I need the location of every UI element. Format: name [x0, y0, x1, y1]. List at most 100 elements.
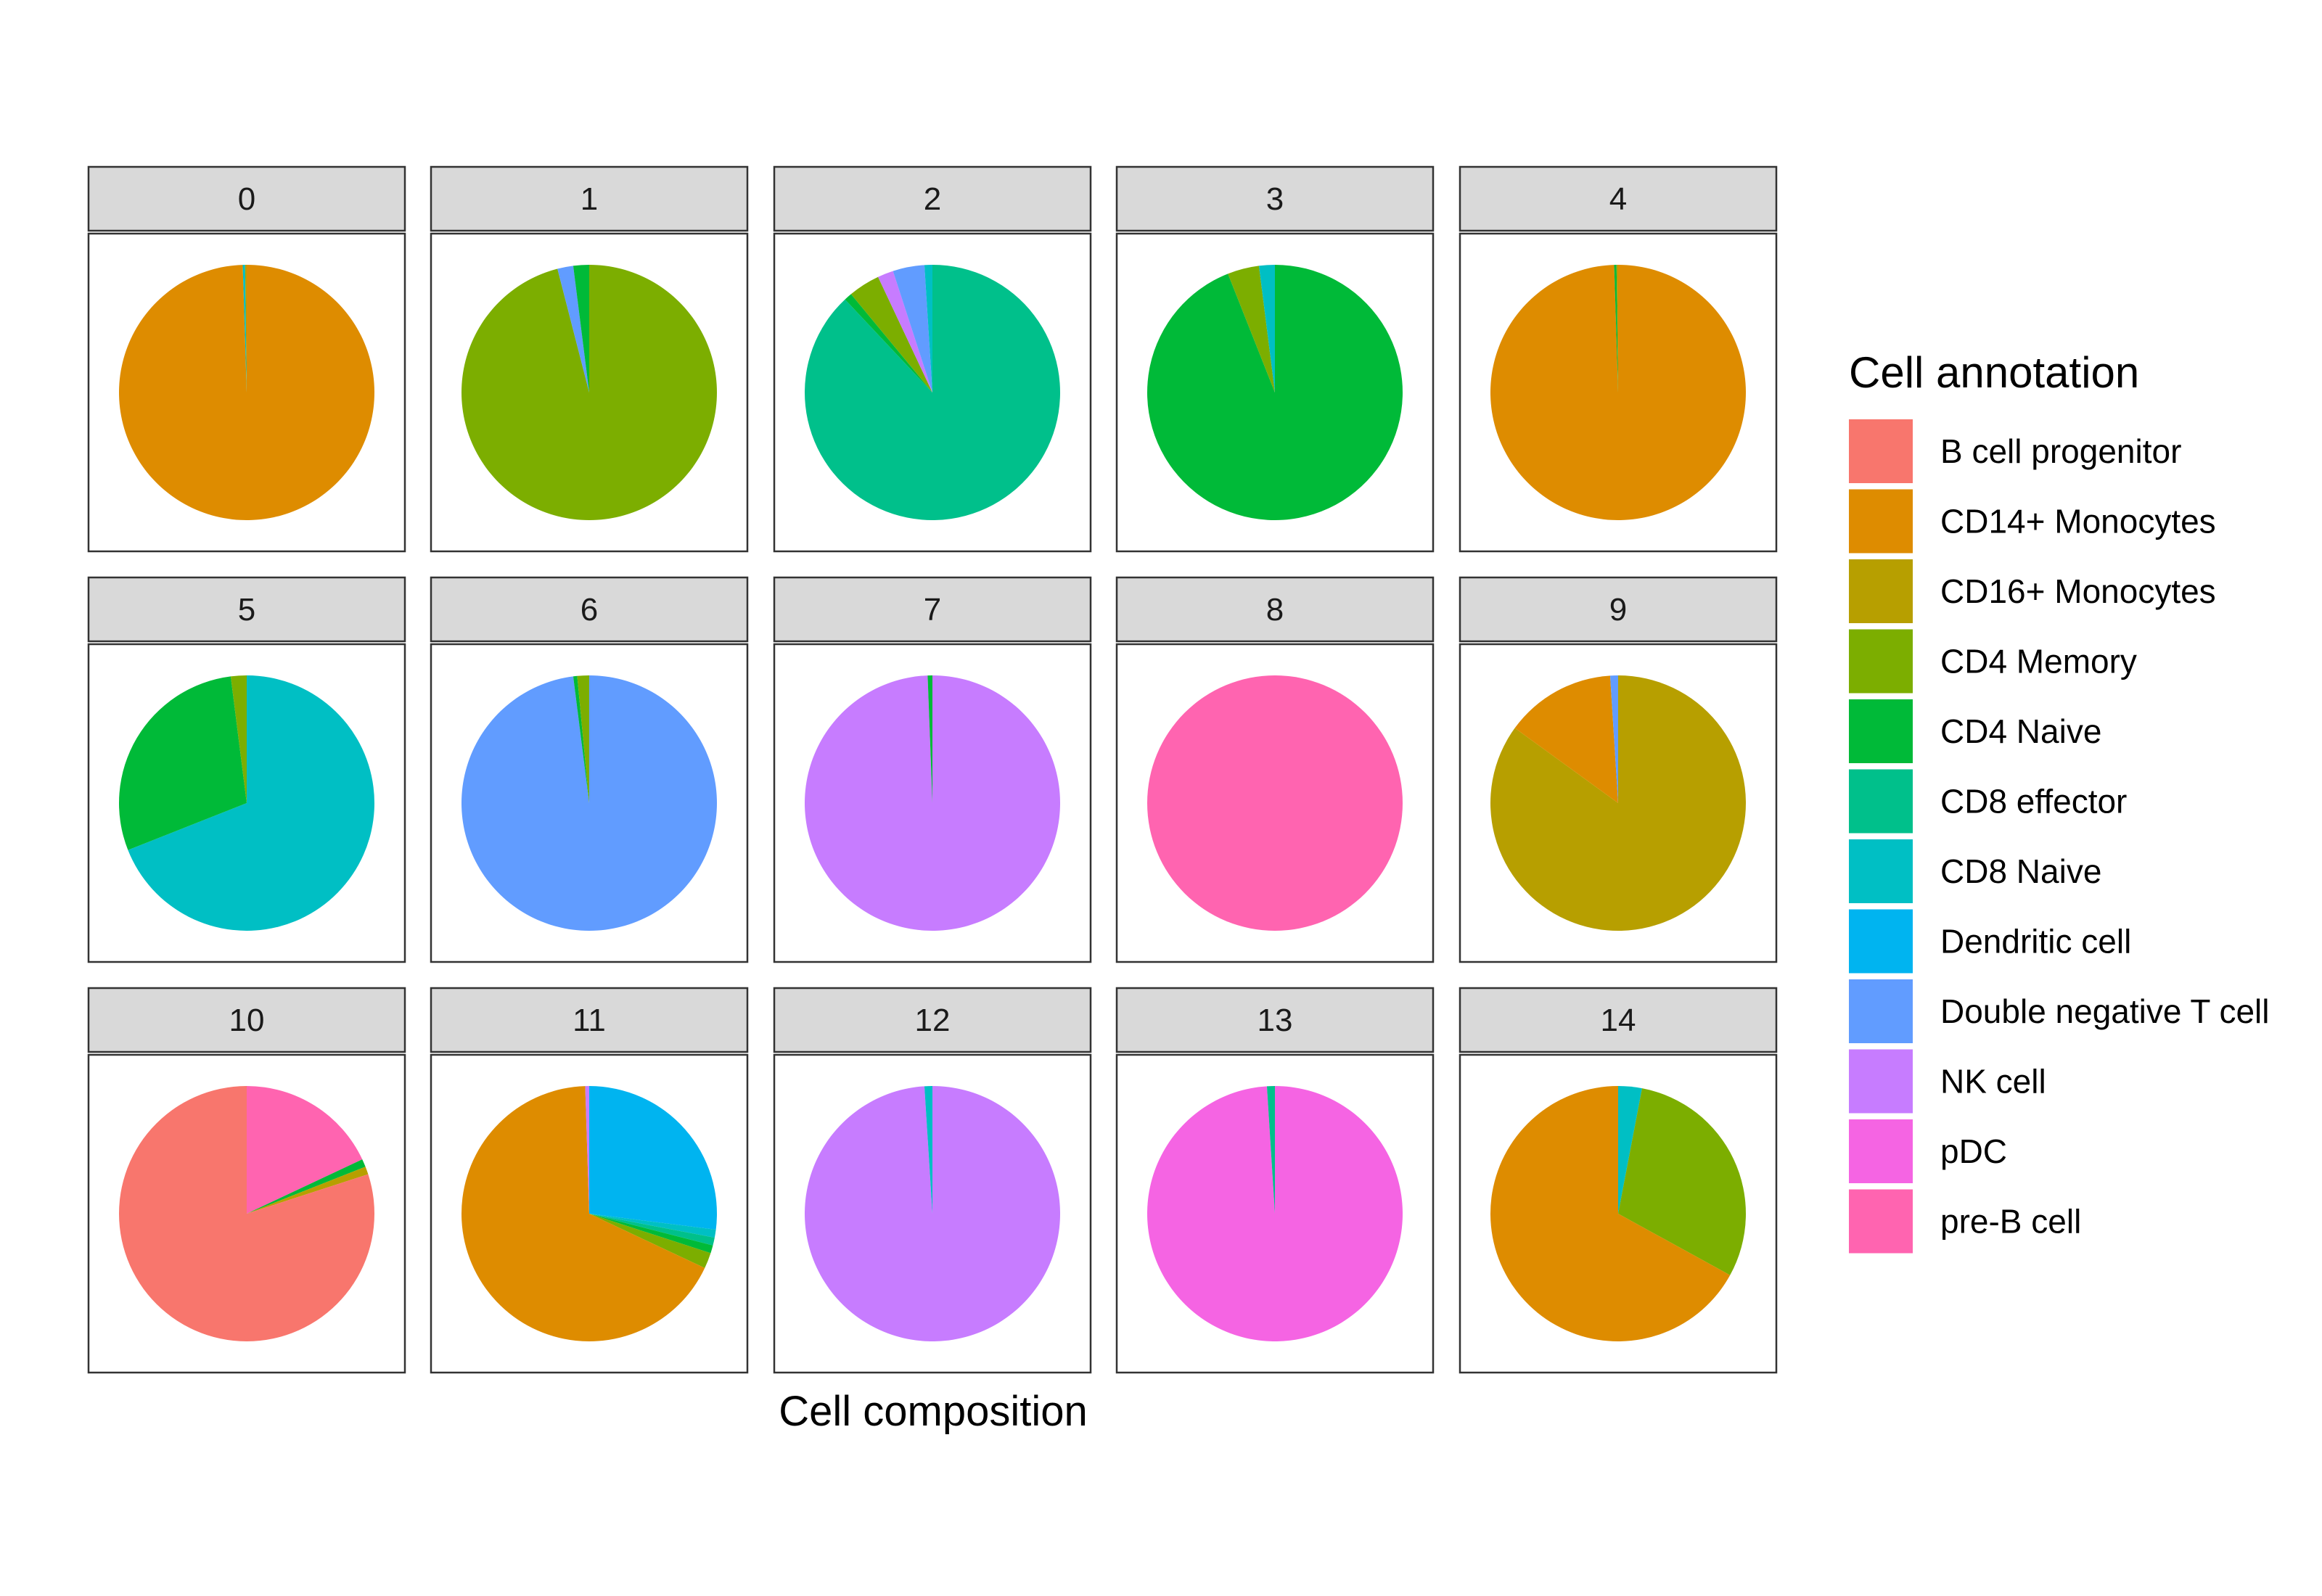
- pie-slice-nk-cell: [585, 1086, 589, 1214]
- facet-panel-7: 7: [773, 576, 1092, 963]
- legend-key: [1849, 769, 1913, 834]
- pie-slice-nk-cell: [804, 675, 1060, 931]
- facet-strip: [87, 987, 406, 1053]
- legend-label: pDC: [1940, 1132, 2007, 1170]
- pie-slice-pdc: [1146, 1086, 1403, 1341]
- pie-slice-double-negative-t-cell: [893, 265, 932, 392]
- pie-slice-cd8-effector: [589, 1214, 715, 1246]
- legend-key: [1849, 909, 1913, 974]
- facet-strip: [430, 576, 749, 643]
- facet-panel-1: 1: [430, 165, 749, 553]
- facet-panel-6: 6: [430, 576, 749, 963]
- pie-slice-cd4-memory: [1228, 266, 1275, 392]
- facet-strip-label: 5: [238, 592, 255, 628]
- facet-strip-label: 9: [1609, 592, 1627, 628]
- legend-label: CD16+ Monocytes: [1940, 572, 2216, 610]
- facet-strip: [430, 987, 749, 1053]
- facet-strip-label: 12: [915, 1003, 951, 1038]
- pie-slice-cd8-naive: [924, 265, 932, 392]
- pie-slice-cd4-naive: [247, 1159, 366, 1214]
- legend-item-cd8-effector: CD8 effector: [1849, 769, 2127, 834]
- legend-key: [1849, 629, 1913, 694]
- facet-strip: [87, 165, 406, 232]
- pie-slice-cd8-effector: [1266, 1086, 1275, 1214]
- legend: Cell annotation B cell progenitor CD14+ M…: [1849, 348, 2270, 1254]
- facet-strip: [430, 165, 749, 232]
- pie-slice-pre-b-cell: [247, 1086, 363, 1214]
- pie-slice-cd4-naive: [573, 265, 589, 392]
- legend-key: [1849, 1189, 1913, 1254]
- legend-label: B cell progenitor: [1940, 432, 2181, 470]
- facet-panel-2: 2: [773, 165, 1092, 553]
- legend-item-double-negative-t-cell: Double negative T cell: [1849, 979, 2270, 1043]
- legend-key: [1849, 489, 1913, 554]
- legend-item-cd16-monocytes: CD16+ Monocytes: [1849, 559, 2216, 623]
- pie-slice-cd4-memory: [850, 276, 932, 392]
- pie-slice-b-cell-progenitor: [119, 1086, 375, 1342]
- pie-slice-cd8-naive: [1258, 265, 1275, 392]
- facet-strip: [773, 165, 1092, 232]
- facet-strip-label: 1: [580, 181, 598, 217]
- legend-label: CD14+ Monocytes: [1940, 503, 2216, 540]
- facet-strip: [1459, 165, 1778, 232]
- legend-item-nk-cell: NK cell: [1849, 1049, 2046, 1114]
- legend-label: Double negative T cell: [1940, 992, 2270, 1030]
- pie-slice-cd4-naive: [1614, 265, 1618, 392]
- legend-item-b-cell-progenitor: B cell progenitor: [1849, 419, 2181, 483]
- facet-strip: [1115, 576, 1435, 643]
- facet-strip: [1459, 987, 1778, 1053]
- pie-slice-pre-b-cell: [1147, 675, 1403, 931]
- facet-panel-3: 3: [1115, 165, 1435, 553]
- facet-strip-label: 6: [580, 592, 598, 628]
- facet-panel-9: 9: [1459, 576, 1778, 963]
- legend-key: [1849, 1119, 1913, 1183]
- pie-slice-cd4-naive: [589, 1214, 713, 1254]
- facet-strip-label: 3: [1266, 181, 1284, 217]
- legend-key: [1849, 559, 1913, 623]
- x-axis-label: Cell composition: [779, 1388, 1088, 1435]
- facet-strip: [1115, 165, 1435, 232]
- pie-slice-cd4-memory: [589, 1214, 711, 1268]
- facet-panel-11: 11: [430, 987, 749, 1374]
- pie-slice-cd8-naive: [242, 265, 247, 392]
- pie-slice-cd16-monocytes: [1616, 265, 1618, 392]
- pie-slice-nk-cell: [804, 1086, 1060, 1341]
- legend-key: [1849, 1049, 1913, 1114]
- pie-slice-cd8-naive: [924, 1086, 932, 1214]
- pie-slice-cd14-monocytes: [461, 1086, 705, 1342]
- pie-slice-cd4-memory: [230, 675, 247, 803]
- legend-key: [1849, 839, 1913, 903]
- legend-items: B cell progenitor CD14+ Monocytes CD16+ Mo…: [1849, 419, 2270, 1254]
- legend-label: CD4 Memory: [1940, 643, 2137, 680]
- pie-slice-cd14-monocytes: [119, 265, 375, 521]
- facet-strip-label: 8: [1266, 592, 1284, 628]
- facet-strip-label: 11: [573, 1003, 606, 1038]
- pie-slice-double-negative-t-cell: [557, 266, 589, 392]
- pie-slice-cd14-monocytes: [1514, 675, 1618, 803]
- pie-slice-cd4-memory: [461, 265, 717, 520]
- facet-panel-13: 13: [1115, 987, 1435, 1374]
- facet-panel-5: 5: [87, 576, 406, 963]
- facet-strip: [1459, 576, 1778, 643]
- pie-slice-double-negative-t-cell: [1609, 675, 1618, 803]
- legend-item-cd4-naive: CD4 Naive: [1849, 699, 2101, 763]
- facet-strip-label: 14: [1601, 1003, 1636, 1038]
- facet-strip-label: 2: [924, 181, 941, 217]
- legend-item-cd8-naive: CD8 Naive: [1849, 839, 2101, 903]
- legend-label: CD8 Naive: [1940, 852, 2101, 890]
- facet-panel-8: 8: [1115, 576, 1435, 963]
- pie-slice-cd4-naive: [573, 675, 589, 803]
- legend-label: Dendritic cell: [1940, 923, 2131, 961]
- pie-slice-cd14-monocytes: [1490, 265, 1747, 521]
- pie-slice-cd4-naive: [845, 294, 932, 392]
- legend-item-pre-b-cell: pre-B cell: [1849, 1189, 2081, 1254]
- facet-panel-14: 14: [1459, 987, 1778, 1374]
- legend-label: NK cell: [1940, 1063, 2046, 1101]
- legend-item-cd14-monocytes: CD14+ Monocytes: [1849, 489, 2216, 554]
- pie-slice-cd4-memory: [1618, 1088, 1747, 1275]
- pie-slice-cd4-naive: [119, 676, 247, 850]
- pie-slice-nk-cell: [878, 271, 932, 392]
- legend-item-cd4-memory: CD4 Memory: [1849, 629, 2137, 694]
- pie-slice-cd16-monocytes: [247, 1167, 369, 1214]
